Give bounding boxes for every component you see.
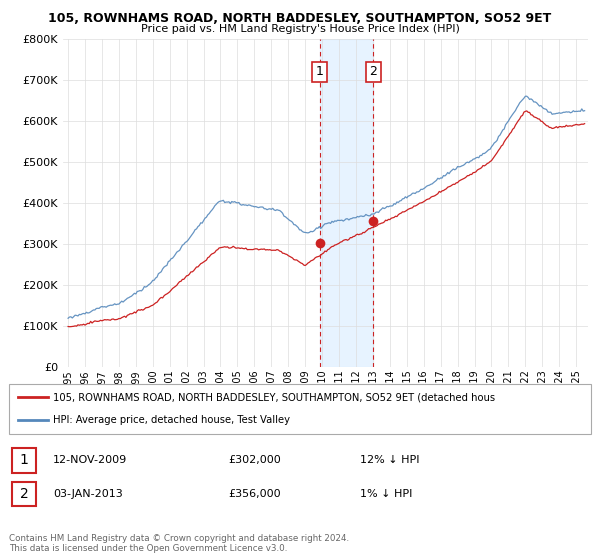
Text: 1% ↓ HPI: 1% ↓ HPI (360, 489, 412, 499)
Text: 03-JAN-2013: 03-JAN-2013 (53, 489, 122, 499)
Text: 1: 1 (20, 454, 28, 467)
Text: Price paid vs. HM Land Registry's House Price Index (HPI): Price paid vs. HM Land Registry's House … (140, 24, 460, 34)
Text: 105, ROWNHAMS ROAD, NORTH BADDESLEY, SOUTHAMPTON, SO52 9ET: 105, ROWNHAMS ROAD, NORTH BADDESLEY, SOU… (49, 12, 551, 25)
Text: £356,000: £356,000 (228, 489, 281, 499)
Text: 105, ROWNHAMS ROAD, NORTH BADDESLEY, SOUTHAMPTON, SO52 9ET (detached hous: 105, ROWNHAMS ROAD, NORTH BADDESLEY, SOU… (53, 392, 495, 402)
Text: 12-NOV-2009: 12-NOV-2009 (53, 455, 127, 465)
Bar (320, 39, 373, 367)
Text: HPI: Average price, detached house, Test Valley: HPI: Average price, detached house, Test… (53, 416, 290, 426)
Text: £302,000: £302,000 (228, 455, 281, 465)
Text: 2: 2 (369, 66, 377, 78)
Text: 2: 2 (20, 487, 28, 501)
Text: Contains HM Land Registry data © Crown copyright and database right 2024.
This d: Contains HM Land Registry data © Crown c… (9, 534, 349, 553)
Text: 1: 1 (316, 66, 324, 78)
Text: 12% ↓ HPI: 12% ↓ HPI (360, 455, 419, 465)
